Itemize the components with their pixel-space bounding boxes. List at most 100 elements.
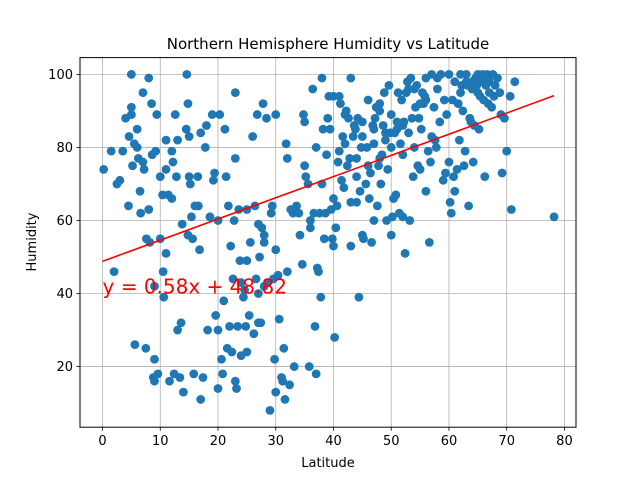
data-point <box>456 88 465 98</box>
data-point <box>336 99 345 109</box>
data-point <box>262 113 271 123</box>
data-point <box>215 110 225 119</box>
data-point <box>323 113 333 123</box>
data-point <box>178 387 188 397</box>
data-point <box>282 267 292 277</box>
data-point <box>236 278 246 287</box>
data-point <box>128 161 137 171</box>
regression-layer <box>102 94 555 263</box>
data-point <box>453 99 463 109</box>
data-point <box>372 201 382 211</box>
data-point <box>177 219 187 229</box>
data-point <box>173 135 182 145</box>
data-point <box>311 369 321 379</box>
data-point <box>332 201 342 211</box>
data-point <box>366 168 375 178</box>
data-point <box>344 113 353 123</box>
x-tick-label: 50 <box>383 434 400 449</box>
data-point <box>359 234 368 244</box>
data-point <box>245 238 255 247</box>
data-point <box>239 292 248 302</box>
data-point <box>474 124 484 134</box>
data-point <box>329 194 338 203</box>
data-point <box>450 77 460 87</box>
data-point <box>132 143 142 152</box>
data-point <box>295 230 305 240</box>
regression-line <box>102 94 555 263</box>
data-point <box>352 154 361 163</box>
data-point <box>251 274 261 284</box>
data-point <box>510 77 520 87</box>
data-point <box>220 124 230 134</box>
data-point <box>439 95 449 105</box>
data-point <box>189 369 199 379</box>
data-point <box>213 384 223 393</box>
data-point <box>416 124 426 134</box>
data-point <box>259 238 269 247</box>
data-point <box>135 186 145 196</box>
data-point <box>355 186 365 196</box>
data-point <box>230 88 240 98</box>
data-point <box>126 110 136 119</box>
data-point <box>244 311 254 320</box>
data-point <box>282 154 292 163</box>
data-point <box>195 245 204 255</box>
data-point <box>377 150 387 160</box>
data-point <box>155 172 165 182</box>
data-point <box>226 241 236 251</box>
data-point <box>223 201 233 211</box>
data-point <box>367 238 376 247</box>
data-point <box>450 186 460 196</box>
data-point <box>345 154 355 163</box>
data-point <box>184 172 194 182</box>
data-point <box>185 179 195 189</box>
data-point <box>497 168 507 178</box>
data-point <box>386 230 396 240</box>
data-point <box>187 212 196 222</box>
data-point <box>342 161 352 171</box>
data-point <box>405 216 415 225</box>
data-point <box>147 99 156 109</box>
data-point <box>207 110 217 119</box>
data-point <box>193 172 203 182</box>
data-point <box>217 354 226 364</box>
data-point <box>442 110 452 119</box>
y-axis-ticks: 20 40 60 80 100 <box>48 68 80 375</box>
data-point <box>357 132 367 141</box>
data-point <box>202 121 211 130</box>
data-point <box>257 223 267 233</box>
data-point <box>369 139 379 149</box>
data-point <box>460 146 470 156</box>
data-point <box>203 325 213 335</box>
data-point <box>184 132 194 141</box>
data-point <box>361 179 371 189</box>
data-point <box>249 329 259 339</box>
data-point <box>225 322 234 331</box>
data-point <box>310 322 320 331</box>
data-point <box>354 292 364 302</box>
y-tick-label: 20 <box>56 360 73 375</box>
data-point <box>150 376 159 386</box>
data-point <box>423 146 433 156</box>
x-tick-label: 10 <box>152 434 169 449</box>
data-point <box>181 124 191 134</box>
data-point <box>400 248 410 258</box>
data-points <box>99 70 559 415</box>
data-point <box>391 190 401 200</box>
data-point <box>308 84 318 94</box>
data-point <box>424 238 434 247</box>
data-point <box>232 384 241 393</box>
data-point <box>153 369 163 379</box>
x-axis-label: Latitude <box>301 456 355 471</box>
data-point <box>461 70 471 79</box>
data-point <box>334 146 344 156</box>
data-point <box>502 146 512 156</box>
data-point <box>256 318 266 328</box>
data-point <box>333 157 343 167</box>
data-point <box>144 205 154 214</box>
data-point <box>441 168 450 178</box>
data-point <box>421 186 431 196</box>
data-point <box>165 376 174 386</box>
data-point <box>340 139 350 149</box>
data-point <box>182 70 192 79</box>
